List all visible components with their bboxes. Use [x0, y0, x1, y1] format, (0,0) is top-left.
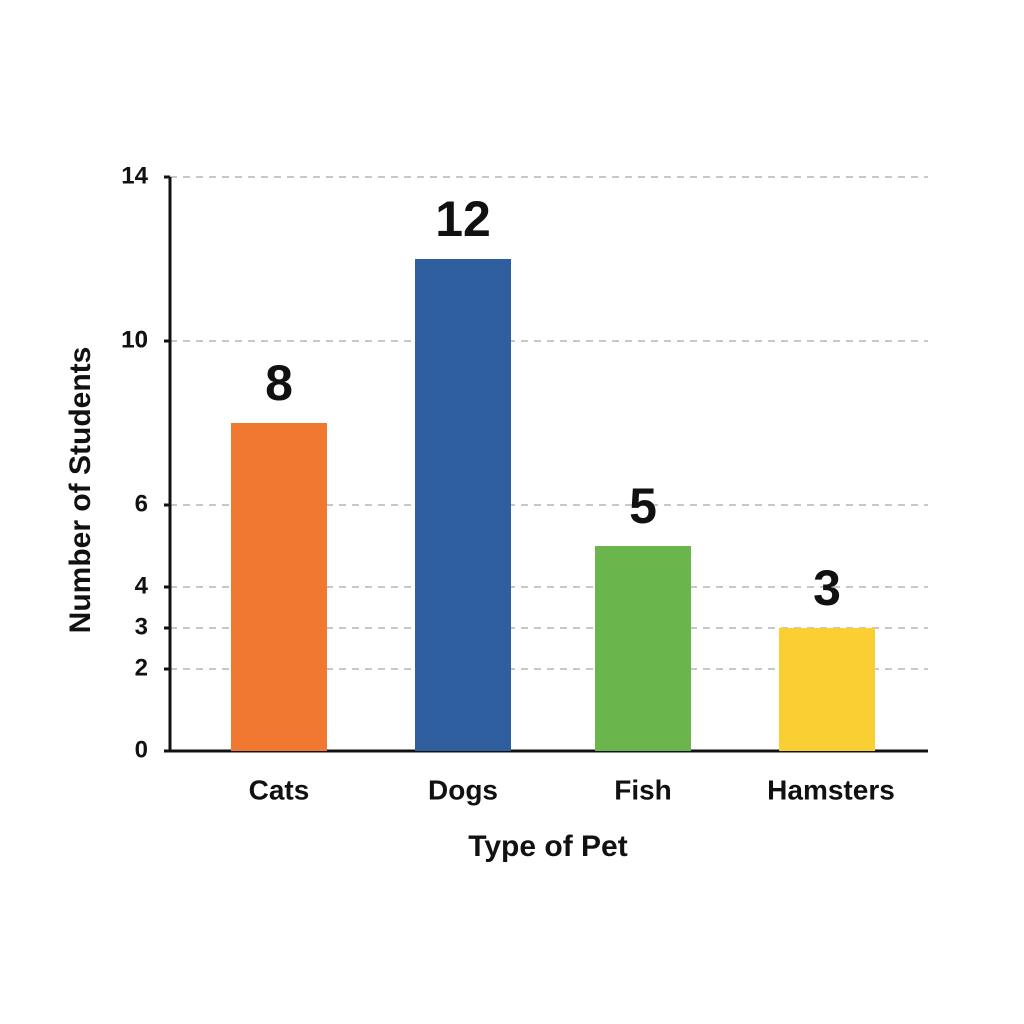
x-tick-label: Hamsters — [767, 774, 895, 805]
y-tick-label: 2 — [135, 654, 148, 681]
y-tick-label: 10 — [121, 326, 148, 353]
y-tick-label: 6 — [135, 490, 148, 517]
y-tick-label: 0 — [135, 736, 148, 763]
y-axis-title: Number of Students — [64, 347, 97, 634]
x-tick-label: Fish — [614, 774, 672, 805]
x-tick-label: Dogs — [428, 774, 498, 805]
bar — [595, 546, 691, 751]
y-tick-label: 10 — [121, 326, 148, 353]
x-axis-title: Type of Pet — [468, 830, 627, 863]
y-tick-label: 4 — [135, 572, 149, 599]
y-tick-label: 14 — [121, 162, 148, 189]
x-tick-label: Cats — [249, 774, 310, 805]
value-label: 5 — [629, 478, 657, 534]
value-label: 8 — [265, 355, 293, 411]
bar — [231, 423, 327, 751]
value-label: 12 — [435, 191, 491, 247]
bar — [779, 628, 875, 751]
y-tick-label: 3 — [135, 613, 148, 640]
value-label: 3 — [813, 560, 841, 616]
bar — [415, 259, 511, 751]
